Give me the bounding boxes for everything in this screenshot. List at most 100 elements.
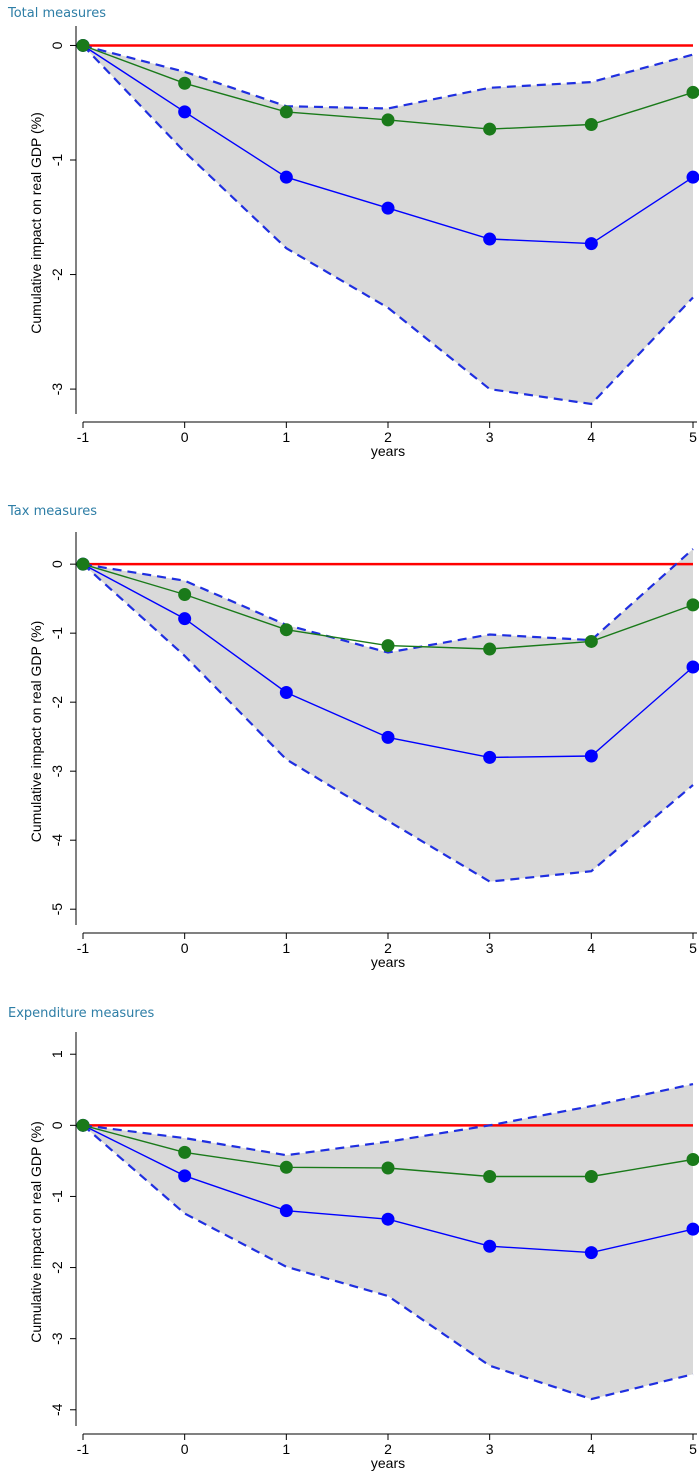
x-tick-label: 0 bbox=[181, 429, 189, 445]
series-point-green bbox=[76, 1118, 90, 1132]
series-point-green bbox=[178, 76, 192, 90]
x-tick-label: 2 bbox=[384, 940, 392, 956]
series-point-green bbox=[381, 113, 395, 127]
series-point-green bbox=[178, 588, 192, 602]
series-point-blue bbox=[584, 749, 598, 763]
y-axis-title: Cumulative impact on real GDP (%) bbox=[28, 621, 44, 842]
series-point-blue bbox=[686, 1222, 699, 1236]
series-point-green bbox=[483, 122, 497, 136]
series-point-green bbox=[381, 639, 395, 653]
series-point-green bbox=[76, 557, 90, 571]
ci-upper-line bbox=[82, 1083, 694, 1157]
y-axis-title: Cumulative impact on real GDP (%) bbox=[28, 1121, 44, 1342]
x-tick-label: 2 bbox=[384, 429, 392, 445]
y-tick-label: -1 bbox=[49, 627, 65, 640]
ci-upper-line bbox=[82, 548, 694, 654]
panel-total: Total measures 0 -1 -2 -3 -1 0 1 2 3 4 5 years Cumul… bbox=[0, 0, 699, 468]
chart-title: Expenditure measures bbox=[8, 1006, 155, 1021]
panel-expenditure: Expenditure measures 1 0 -1 -2 -3 -4 -1 0 1 2 3 4 5 y… bbox=[0, 998, 699, 1472]
series-point-green bbox=[483, 1170, 497, 1184]
y-tick-label: -1 bbox=[49, 154, 65, 167]
x-tick-label: 1 bbox=[282, 1441, 290, 1457]
series-point-blue bbox=[279, 170, 293, 184]
chart-total: 0 -1 -2 -3 -1 0 1 2 3 4 5 years Cumulative impact on… bbox=[28, 26, 699, 459]
x-tick-label: 1 bbox=[282, 940, 290, 956]
series-point-green bbox=[76, 38, 90, 52]
x-tick-label: 4 bbox=[587, 1441, 595, 1457]
series-point-blue bbox=[584, 1246, 598, 1260]
chart-tax: 0 -1 -2 -3 -4 -5 -1 0 1 2 3 4 5 years Cumulative impac… bbox=[28, 532, 699, 970]
panel-tax: Tax measures 0 -1 -2 -3 -4 -5 -1 0 1 2 3 4 5 years Cum… bbox=[0, 496, 699, 974]
series-point-blue bbox=[381, 1212, 395, 1226]
series-point-blue bbox=[178, 612, 192, 626]
y-tick-label: -4 bbox=[49, 834, 65, 847]
ci-lower-line bbox=[82, 1124, 694, 1401]
series-point-green bbox=[584, 1170, 598, 1184]
chart-title: Total measures bbox=[8, 6, 106, 21]
y-axis-title: Cumulative impact on real GDP (%) bbox=[28, 112, 44, 333]
x-tick-label: -1 bbox=[77, 940, 90, 956]
y-tick-label: -2 bbox=[49, 696, 65, 709]
series-point-green bbox=[686, 598, 699, 612]
x-tick-label: 3 bbox=[486, 429, 494, 445]
x-axis-title: years bbox=[371, 443, 405, 459]
series-point-blue bbox=[178, 105, 192, 119]
x-tick-label: 2 bbox=[384, 1441, 392, 1457]
series-point-blue bbox=[178, 1169, 192, 1183]
series-point-green bbox=[483, 642, 497, 656]
x-tick-label: 1 bbox=[282, 429, 290, 445]
ci-upper-line bbox=[82, 44, 694, 110]
x-tick-label: 5 bbox=[689, 1441, 697, 1457]
y-tick-label: 0 bbox=[49, 41, 65, 49]
x-tick-label: -1 bbox=[77, 1441, 90, 1457]
series-point-blue bbox=[483, 1239, 497, 1253]
x-tick-label: 0 bbox=[181, 1441, 189, 1457]
series-point-green bbox=[686, 85, 699, 99]
series-point-green bbox=[584, 634, 598, 648]
chart-title: Tax measures bbox=[8, 504, 98, 519]
x-tick-label: 4 bbox=[587, 940, 595, 956]
series-point-blue bbox=[686, 660, 699, 674]
y-tick-label: -3 bbox=[49, 765, 65, 778]
series-point-blue bbox=[279, 1204, 293, 1218]
x-tick-label: 0 bbox=[181, 940, 189, 956]
x-axis-title: years bbox=[371, 1455, 405, 1471]
confidence-band bbox=[83, 549, 693, 882]
y-tick-label: -3 bbox=[49, 1332, 65, 1345]
series-point-green bbox=[279, 105, 293, 119]
y-tick-label: 0 bbox=[49, 1121, 65, 1129]
series-point-blue bbox=[584, 237, 598, 251]
series-point-blue bbox=[381, 730, 395, 744]
x-tick-label: -1 bbox=[77, 429, 90, 445]
series-point-blue bbox=[279, 686, 293, 700]
series-point-green bbox=[381, 1161, 395, 1175]
series-point-green bbox=[178, 1145, 192, 1159]
confidence-band bbox=[83, 1084, 693, 1400]
chart-expenditure: 1 0 -1 -2 -3 -4 -1 0 1 2 3 4 5 years Cumulative impact… bbox=[28, 1032, 699, 1471]
series-point-green bbox=[279, 1160, 293, 1174]
y-tick-label: 0 bbox=[49, 560, 65, 568]
series-point-blue bbox=[686, 170, 699, 184]
ci-lower-line bbox=[82, 44, 694, 406]
x-tick-label: 3 bbox=[486, 1441, 494, 1457]
ci-lower-line bbox=[82, 563, 694, 883]
x-tick-label: 3 bbox=[486, 940, 494, 956]
x-tick-label: 5 bbox=[689, 429, 697, 445]
y-tick-label: -4 bbox=[49, 1403, 65, 1416]
series-point-blue bbox=[381, 201, 395, 215]
series-point-green bbox=[686, 1152, 699, 1166]
y-tick-label: -5 bbox=[49, 903, 65, 916]
y-tick-label: -2 bbox=[49, 1261, 65, 1274]
y-tick-label: -3 bbox=[49, 383, 65, 396]
x-axis-title: years bbox=[371, 954, 405, 970]
x-tick-label: 4 bbox=[587, 429, 595, 445]
series-point-blue bbox=[483, 750, 497, 764]
y-tick-label: -2 bbox=[49, 268, 65, 281]
series-point-green bbox=[279, 623, 293, 637]
confidence-band bbox=[83, 45, 693, 404]
series-point-green bbox=[584, 117, 598, 131]
series-point-blue bbox=[483, 232, 497, 246]
y-tick-label: 1 bbox=[49, 1050, 65, 1058]
x-tick-label: 5 bbox=[689, 940, 697, 956]
y-tick-label: -1 bbox=[49, 1190, 65, 1203]
